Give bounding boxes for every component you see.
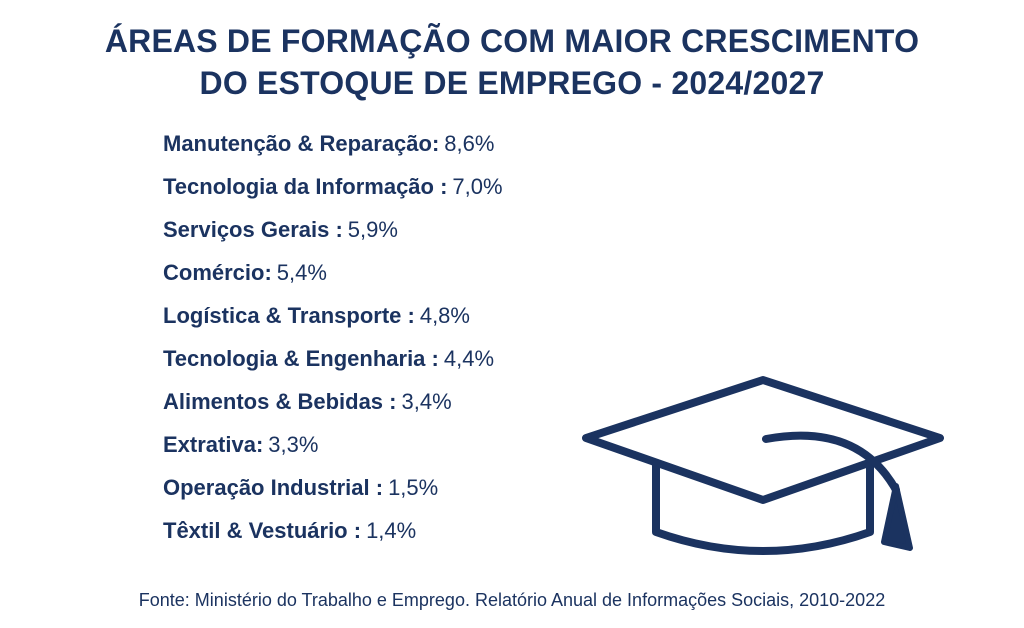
area-value: 4,4% (443, 346, 495, 371)
list-item: Comércio: 5,4% (163, 251, 503, 294)
list-item: Serviços Gerais :5,9% (163, 208, 503, 251)
list-item: Alimentos & Bebidas :3,4% (163, 380, 503, 423)
list-item: Extrativa: 3,3% (163, 423, 503, 466)
area-value: 4,8% (419, 303, 470, 328)
page-title: ÁREAS DE FORMAÇÃO COM MAIOR CRESCIMENTO … (0, 20, 1024, 104)
area-label: Manutenção & Reparação: (163, 131, 440, 156)
area-value: 5,9% (347, 217, 398, 242)
area-label: Operação Industrial : (163, 475, 384, 500)
area-value: 1,4% (366, 518, 417, 543)
list-item: Operação Industrial :1,5% (163, 466, 503, 509)
area-label: Alimentos & Bebidas : (163, 389, 397, 414)
area-label: Serviços Gerais : (163, 217, 343, 242)
area-value: 7,0% (452, 174, 503, 199)
area-value: 8,6% (444, 131, 495, 156)
source-note: Fonte: Ministério do Trabalho e Emprego.… (138, 590, 886, 610)
area-value: 3,3% (268, 432, 319, 457)
area-value: 5,4% (276, 260, 327, 285)
list-item: Tecnologia & Engenharia :4,4% (163, 337, 503, 380)
area-value: 1,5% (388, 475, 439, 500)
area-label: Tecnologia da Informação : (163, 174, 448, 199)
list-item: Logística & Transporte :4,8% (163, 294, 503, 337)
title-line-2: DO ESTOQUE DE EMPREGO - 2024/2027 (199, 65, 825, 101)
list-item: Manutenção & Reparação: 8,6% (163, 122, 503, 165)
list-item: Tecnologia da Informação :7,0% (163, 165, 503, 208)
area-label: Tecnologia & Engenharia : (163, 346, 439, 371)
growth-areas-list: Manutenção & Reparação: 8,6% Tecnologia d… (163, 122, 503, 552)
graduation-cap-icon (582, 376, 944, 555)
area-label: Têxtil & Vestuário : (163, 518, 362, 543)
area-label: Comércio: (163, 260, 272, 285)
area-value: 3,4% (401, 389, 452, 414)
area-label: Extrativa: (163, 432, 264, 457)
area-label: Logística & Transporte : (163, 303, 415, 328)
list-item: Têxtil & Vestuário :1,4% (163, 509, 503, 552)
title-line-1: ÁREAS DE FORMAÇÃO COM MAIOR CRESCIMENTO (104, 23, 920, 59)
